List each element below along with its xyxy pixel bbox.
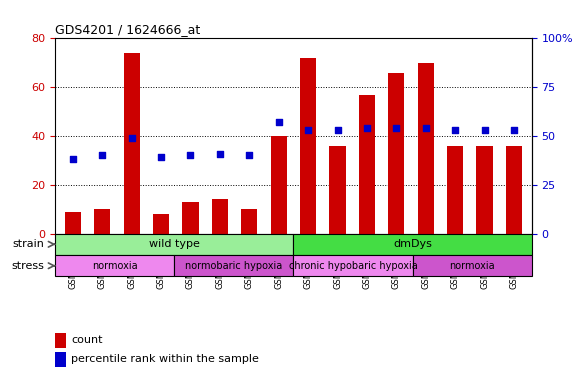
Text: dmDys: dmDys <box>393 239 432 249</box>
Text: wild type: wild type <box>149 239 200 249</box>
Bar <box>55 333 66 348</box>
Point <box>245 152 254 159</box>
Bar <box>293 255 413 276</box>
Bar <box>174 255 293 276</box>
Bar <box>447 146 463 233</box>
Text: strain: strain <box>13 239 45 249</box>
Text: chronic hypobaric hypoxia: chronic hypobaric hypoxia <box>289 261 417 271</box>
Bar <box>300 58 316 233</box>
Bar <box>359 94 375 233</box>
Point <box>127 135 137 141</box>
Point <box>98 152 107 159</box>
Text: percentile rank within the sample: percentile rank within the sample <box>71 354 259 364</box>
Point <box>333 127 342 133</box>
Bar <box>212 199 228 233</box>
Bar <box>329 146 346 233</box>
Bar <box>55 352 66 367</box>
Point <box>392 125 401 131</box>
Text: normoxia: normoxia <box>92 261 138 271</box>
Bar <box>94 209 110 233</box>
Bar <box>418 63 434 233</box>
Point <box>450 127 460 133</box>
Point <box>303 127 313 133</box>
Text: normoxia: normoxia <box>449 261 495 271</box>
Point <box>421 125 431 131</box>
Bar <box>153 214 169 233</box>
Bar <box>182 202 199 233</box>
Point <box>363 125 372 131</box>
Bar <box>55 233 293 255</box>
Bar <box>388 73 404 233</box>
Text: stress: stress <box>12 261 45 271</box>
Bar <box>293 233 532 255</box>
Bar <box>55 255 174 276</box>
Bar <box>241 209 257 233</box>
Bar <box>64 212 81 233</box>
Bar <box>506 146 522 233</box>
Point <box>480 127 489 133</box>
Point <box>186 152 195 159</box>
Point <box>274 119 284 126</box>
Point <box>68 156 77 162</box>
Point <box>510 127 519 133</box>
Bar <box>476 146 493 233</box>
Text: normobaric hypoxia: normobaric hypoxia <box>185 261 282 271</box>
Text: GDS4201 / 1624666_at: GDS4201 / 1624666_at <box>55 23 200 36</box>
Bar <box>413 255 532 276</box>
Bar <box>271 136 287 233</box>
Point <box>156 154 166 161</box>
Bar <box>124 53 140 233</box>
Text: count: count <box>71 335 102 345</box>
Point <box>215 151 224 157</box>
